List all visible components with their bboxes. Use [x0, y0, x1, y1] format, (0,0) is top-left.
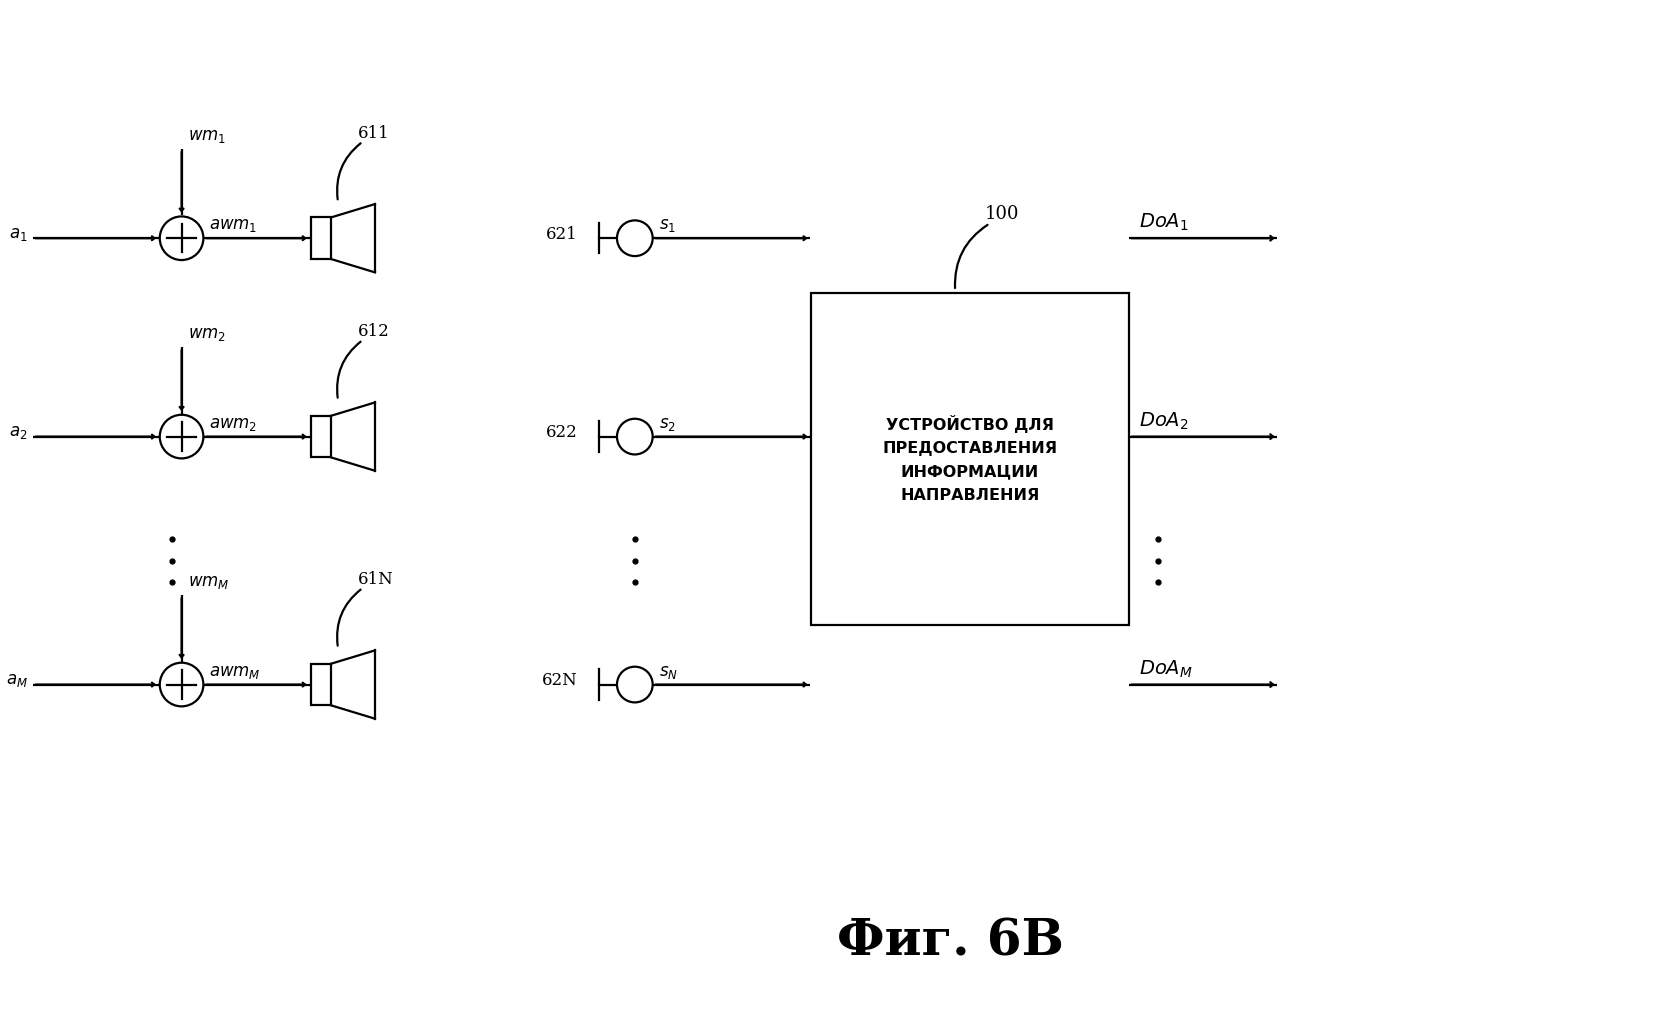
Text: 612: 612 — [357, 323, 389, 340]
Circle shape — [160, 662, 204, 706]
Text: $s_2$: $s_2$ — [659, 416, 676, 433]
Text: $wm_1$: $wm_1$ — [187, 128, 225, 145]
Text: 61N: 61N — [357, 571, 394, 588]
Text: $awm_M$: $awm_M$ — [209, 663, 260, 681]
Circle shape — [618, 419, 653, 454]
Text: $a_1$: $a_1$ — [10, 226, 28, 243]
Circle shape — [160, 415, 204, 458]
Text: $s_N$: $s_N$ — [659, 663, 678, 681]
Bar — [310, 416, 330, 457]
Circle shape — [618, 666, 653, 702]
Bar — [310, 217, 330, 259]
Bar — [811, 293, 1128, 625]
Text: $awm_1$: $awm_1$ — [209, 217, 257, 235]
Text: $DoA_2$: $DoA_2$ — [1138, 410, 1188, 432]
Text: $a_M$: $a_M$ — [7, 672, 28, 689]
Circle shape — [618, 220, 653, 256]
Text: $s_1$: $s_1$ — [659, 217, 676, 235]
Circle shape — [160, 216, 204, 260]
Text: Фиг. 6В: Фиг. 6В — [836, 917, 1063, 967]
Text: $DoA_M$: $DoA_M$ — [1138, 658, 1192, 680]
Text: 622: 622 — [546, 424, 577, 441]
Text: $wm_M$: $wm_M$ — [187, 574, 229, 591]
Text: 621: 621 — [546, 226, 577, 243]
Text: $DoA_1$: $DoA_1$ — [1138, 212, 1188, 234]
Text: 100: 100 — [985, 205, 1020, 224]
Text: $awm_2$: $awm_2$ — [209, 416, 257, 433]
Bar — [310, 663, 330, 705]
Text: УСТРОЙСТВО ДЛЯ
ПРЕДОСТАВЛЕНИЯ
ИНФОРМАЦИИ
НАПРАВЛЕНИЯ: УСТРОЙСТВО ДЛЯ ПРЕДОСТАВЛЕНИЯ ИНФОРМАЦИИ… — [883, 415, 1058, 503]
Text: 62N: 62N — [541, 672, 577, 689]
Text: $wm_2$: $wm_2$ — [187, 326, 225, 343]
Text: 611: 611 — [357, 125, 389, 141]
Text: $a_2$: $a_2$ — [10, 424, 28, 441]
